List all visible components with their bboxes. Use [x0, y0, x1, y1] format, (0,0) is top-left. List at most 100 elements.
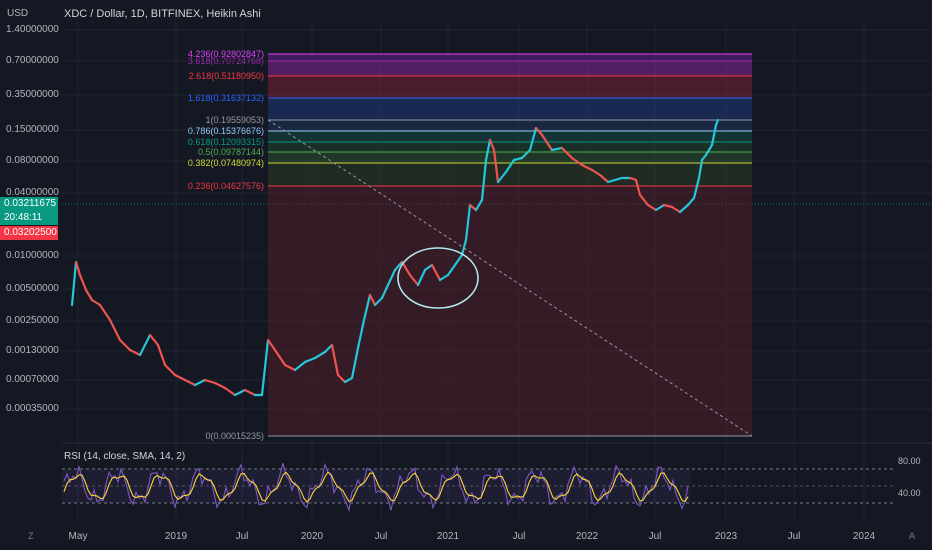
price-candle: [488, 138, 496, 152]
price-candle: [266, 338, 277, 352]
fib-level-label: 1(0.19559053): [205, 115, 264, 125]
price-candle: [662, 203, 674, 209]
price-candle: [480, 158, 488, 202]
price-candle: [484, 138, 492, 162]
fib-level-label: 4.236(0.92802847): [188, 49, 264, 59]
price-candle: [74, 260, 82, 277]
price-candle: [173, 373, 187, 382]
price-candle: [580, 163, 594, 172]
price-candle: [534, 126, 544, 137]
price-axis-label: 0.00070000: [6, 374, 59, 385]
price-candle: [540, 133, 554, 152]
price-candle: [438, 273, 450, 282]
rsi-title[interactable]: RSI (14, close, SMA, 14, 2): [64, 451, 186, 462]
time-axis-label: 2019: [164, 531, 188, 542]
price-candle: [512, 156, 524, 162]
fib-level-label: 0.786(0.15376676): [188, 126, 264, 136]
price-candle: [634, 178, 642, 197]
symbol-title[interactable]: XDC / Dollar, 1D, BITFINEX, Heikin Ashi: [64, 8, 261, 20]
price-candle: [108, 318, 122, 342]
price-candle: [380, 283, 390, 300]
fib-zone: [268, 152, 752, 163]
price-candle: [386, 268, 397, 287]
price-candle: [697, 158, 704, 180]
price-candle: [704, 143, 714, 157]
price-axis-label: 0.00035000: [6, 403, 59, 414]
price-candle: [496, 170, 508, 184]
annotation-ellipse: [397, 247, 479, 309]
time-axis-label: 2020: [300, 531, 324, 542]
fib-level-label: 3.618(0.70724768): [188, 56, 264, 66]
price-candle: [528, 126, 538, 152]
price-candle: [156, 343, 167, 367]
price-candle: [692, 176, 701, 200]
price-candle: [330, 343, 340, 377]
price-candle: [423, 263, 434, 272]
fib-level-label: 0.236(0.04627576): [188, 181, 264, 191]
time-axis-label: Jul: [648, 531, 662, 542]
countdown-tag: 20:48:11: [0, 211, 58, 225]
fib-level-label: 2.618(0.51180950): [189, 71, 264, 81]
price-candle: [714, 118, 720, 127]
rsi-line: [63, 462, 689, 513]
time-axis-label: Jul: [374, 531, 388, 542]
price-candle: [710, 123, 718, 147]
price-axis-label: 0.70000000: [6, 55, 59, 66]
price-candle: [520, 148, 532, 160]
price-candle: [492, 148, 500, 184]
auto-scale-icon[interactable]: A: [909, 531, 916, 541]
rsi-ma-line: [63, 471, 689, 503]
zoom-icon[interactable]: Z: [28, 531, 34, 541]
price-candle: [183, 378, 197, 387]
price-candle: [368, 293, 377, 307]
price-candle: [90, 298, 102, 307]
price-axis-label: 0.00130000: [6, 345, 59, 356]
fib-level-label: 1.618(0.31637132): [188, 93, 264, 103]
price-candle: [273, 348, 287, 367]
price-axis-label: 0.00250000: [6, 315, 59, 326]
price-axis-label: 1.40000000: [6, 24, 59, 35]
price-candle: [550, 146, 564, 152]
previous-price-tag: 0.03202500: [0, 226, 58, 240]
price-candle: [654, 203, 666, 212]
price-axis-label: 0.15000000: [6, 124, 59, 135]
price-candle: [163, 363, 177, 377]
fib-zone: [268, 98, 752, 120]
price-candle: [646, 203, 658, 212]
price-candle: [474, 198, 484, 212]
price-candle: [613, 176, 624, 182]
price-candle: [590, 168, 602, 177]
price-candle: [323, 343, 334, 354]
price-candle: [356, 318, 366, 350]
fib-zone: [268, 54, 752, 61]
fib-zone: [268, 76, 752, 98]
fib-zone: [268, 61, 752, 76]
price-candle: [504, 158, 516, 174]
price-axis-label: 0.04000000: [6, 187, 59, 198]
rsi-lower-label: 40.00: [898, 488, 921, 498]
price-candle: [598, 173, 610, 184]
price-candle: [70, 260, 78, 307]
price-candle: [350, 346, 360, 380]
trend-line: [267, 119, 753, 437]
price-candle: [84, 288, 94, 302]
price-candle: [193, 378, 207, 387]
price-candle: [464, 203, 472, 242]
price-candle: [98, 303, 112, 322]
fib-level-label: 0(0.00015235): [205, 431, 264, 441]
fib-zone: [268, 163, 752, 186]
fib-level-label: 0.618(0.12093315): [188, 137, 264, 147]
price-axis-label: 0.00500000: [6, 283, 59, 294]
price-candle: [373, 296, 384, 307]
price-candle: [570, 156, 584, 167]
time-axis-label: Jul: [235, 531, 249, 542]
price-candle: [460, 238, 468, 257]
price-candle: [203, 378, 217, 385]
price-candle: [233, 388, 247, 397]
price-candle: [128, 348, 142, 357]
fib-level-label: 0.382(0.07480974): [188, 158, 264, 168]
price-candle: [560, 146, 574, 160]
price-candle: [148, 333, 160, 347]
